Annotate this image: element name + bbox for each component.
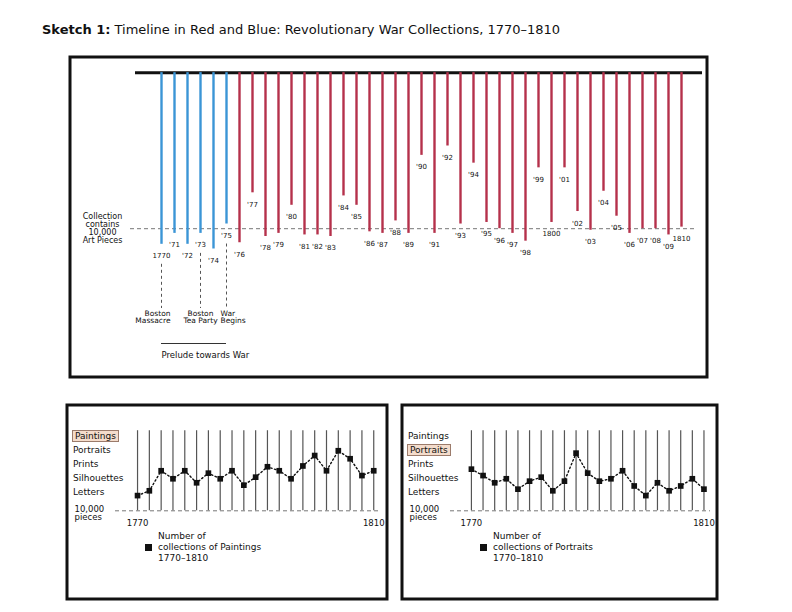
svg-text:'80: '80 (286, 213, 297, 221)
svg-text:1800: 1800 (543, 230, 561, 238)
svg-text:'81: '81 (299, 243, 310, 251)
svg-text:'86: '86 (364, 240, 375, 248)
svg-text:'83: '83 (325, 244, 336, 252)
svg-text:'75: '75 (221, 232, 232, 240)
svg-text:'74: '74 (208, 257, 219, 265)
svg-text:Prelude towards War: Prelude towards War (162, 350, 250, 360)
svg-text:'84: '84 (338, 204, 349, 212)
svg-text:BostonTea Party: BostonTea Party (182, 309, 218, 326)
svg-text:'90: '90 (416, 163, 427, 171)
svg-text:'03: '03 (585, 238, 596, 246)
svg-text:'98: '98 (520, 249, 531, 257)
svg-text:'71: '71 (169, 241, 180, 249)
html-text:Letters: Letters (408, 487, 440, 497)
svg-text:'93: '93 (455, 232, 466, 240)
html-text:Paintings: Paintings (408, 431, 449, 441)
svg-text:10,000pieces: 10,000pieces (410, 504, 440, 523)
svg-text:'05: '05 (611, 224, 622, 232)
svg-text:1770: 1770 (127, 518, 149, 528)
svg-text:'06: '06 (624, 241, 635, 249)
svg-text:'92: '92 (442, 154, 453, 162)
svg-text:'97: '97 (507, 241, 518, 249)
svg-text:'89: '89 (403, 241, 414, 249)
svg-text:'79: '79 (273, 241, 284, 249)
svg-text:1810: 1810 (673, 235, 691, 243)
html-text:Silhouettes: Silhouettes (408, 473, 459, 483)
html-text:Portraits: Portraits (73, 445, 111, 455)
svg-text:'99: '99 (533, 176, 544, 184)
svg-text:'02: '02 (572, 220, 583, 228)
svg-text:'04: '04 (598, 199, 609, 207)
svg-text:'96: '96 (494, 237, 505, 245)
svg-text:'73: '73 (195, 241, 206, 249)
svg-text:'76: '76 (234, 251, 245, 259)
svg-text:1810: 1810 (693, 518, 715, 528)
svg-text:'91: '91 (429, 241, 440, 249)
html-text:Portraits: Portraits (410, 445, 448, 455)
svg-text:'82: '82 (312, 243, 323, 251)
html-text:Prints: Prints (408, 459, 434, 469)
svg-text:1810: 1810 (363, 518, 385, 528)
svg-text:'72: '72 (182, 252, 193, 260)
svg-text:1770: 1770 (461, 518, 483, 528)
html-text:Number of collections of Paint: Number of collections of Paintings 1770–… (158, 531, 262, 563)
svg-text:'77: '77 (247, 201, 258, 209)
svg-text:'95: '95 (481, 230, 492, 238)
html-text:Letters: Letters (73, 487, 105, 497)
html-text:Sketch 1: Timeline in Red and: Sketch 1: Timeline in Red and Blue: Revo… (42, 22, 561, 37)
svg-text:'09: '09 (663, 243, 674, 251)
svg-text:'07: '07 (637, 237, 648, 245)
svg-text:'78: '78 (260, 244, 271, 252)
svg-text:BostonMassacre: BostonMassacre (135, 309, 171, 326)
svg-text:WarBegins: WarBegins (221, 309, 246, 326)
svg-text:'08: '08 (650, 237, 661, 245)
svg-text:'01: '01 (559, 176, 570, 184)
svg-text:'85: '85 (351, 213, 362, 221)
svg-text:1770: 1770 (153, 252, 171, 260)
svg-text:'88: '88 (390, 229, 401, 237)
svg-text:Collectioncontains10,000Art Pi: Collectioncontains10,000Art Pieces (83, 212, 123, 245)
svg-text:'94: '94 (468, 171, 479, 179)
html-text:Silhouettes: Silhouettes (73, 473, 124, 483)
html-text:Paintings: Paintings (75, 431, 116, 441)
svg-text:'87: '87 (377, 241, 388, 249)
html-text:Prints: Prints (73, 459, 99, 469)
svg-text:10,000pieces: 10,000pieces (75, 504, 105, 523)
html-text:Number of collections of Portr: Number of collections of Portraits 1770–… (493, 531, 593, 563)
